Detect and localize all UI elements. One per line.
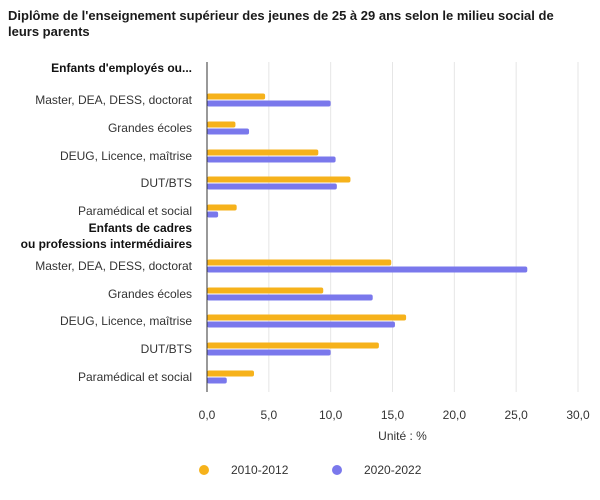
bar-2020-2022-g1-c2 (207, 128, 250, 135)
bar-2020-2022-g1-c5 (207, 211, 219, 218)
category-label: Master, DEA, DESS, doctorat (35, 93, 192, 107)
bar-2010-2012-g2-c3 (207, 314, 407, 321)
category-label: Paramédical et social (78, 370, 192, 384)
x-axis-title: Unité : % (378, 429, 427, 443)
bar-2020-2022-g2-c4 (207, 349, 331, 356)
bar-2010-2012-g1-c3 (207, 149, 319, 156)
category-label: Grandes écoles (108, 287, 192, 301)
category-label: DEUG, Licence, maîtrise (60, 314, 192, 328)
x-tick-label: 5,0 (260, 408, 277, 422)
legend-marker-2010-2012 (199, 465, 209, 475)
category-label: DUT/BTS (141, 342, 192, 356)
category-label: Grandes écoles (108, 121, 192, 135)
bar-2010-2012-g1-c4 (207, 176, 351, 183)
bar-2010-2012-g2-c4 (207, 342, 379, 349)
bar-2010-2012-g2-c1 (207, 259, 392, 266)
legend-marker-2020-2022 (332, 465, 342, 475)
bar-2020-2022-g1-c1 (207, 100, 331, 107)
x-tick-label: 15,0 (381, 408, 405, 422)
category-label: Master, DEA, DESS, doctorat (35, 259, 192, 273)
group-label-1: Enfants d'employés ou... (51, 61, 192, 75)
bar-2020-2022-g2-c3 (207, 321, 395, 328)
category-label: Paramédical et social (78, 204, 192, 218)
bar-2010-2012-g1-c1 (207, 93, 266, 100)
group-label-2: Enfants de cadres (89, 221, 193, 235)
bar-2020-2022-g1-c4 (207, 183, 337, 190)
bar-2020-2022-g2-c1 (207, 266, 528, 273)
x-tick-label: 10,0 (319, 408, 343, 422)
legend-label-2020-2022: 2020-2022 (364, 463, 422, 477)
bar-2020-2022-g2-c5 (207, 377, 227, 384)
bar-2020-2022-g2-c2 (207, 294, 373, 301)
x-tick-label: 0,0 (199, 408, 216, 422)
bar-2020-2022-g1-c3 (207, 156, 336, 163)
legend-label-2010-2012: 2010-2012 (231, 463, 289, 477)
x-tick-label: 20,0 (443, 408, 467, 422)
bar-2010-2012-g1-c5 (207, 204, 237, 211)
group-label-2: ou professions intermédiaires (21, 237, 193, 251)
bar-2010-2012-g1-c2 (207, 121, 236, 128)
category-label: DEUG, Licence, maîtrise (60, 149, 192, 163)
category-label: DUT/BTS (141, 176, 192, 190)
x-tick-label: 30,0 (566, 408, 590, 422)
bar-2010-2012-g2-c5 (207, 370, 254, 377)
chart-title: Diplôme de l'enseignement supérieur des … (8, 8, 554, 39)
x-tick-label: 25,0 (504, 408, 528, 422)
bar-2010-2012-g2-c2 (207, 287, 324, 294)
